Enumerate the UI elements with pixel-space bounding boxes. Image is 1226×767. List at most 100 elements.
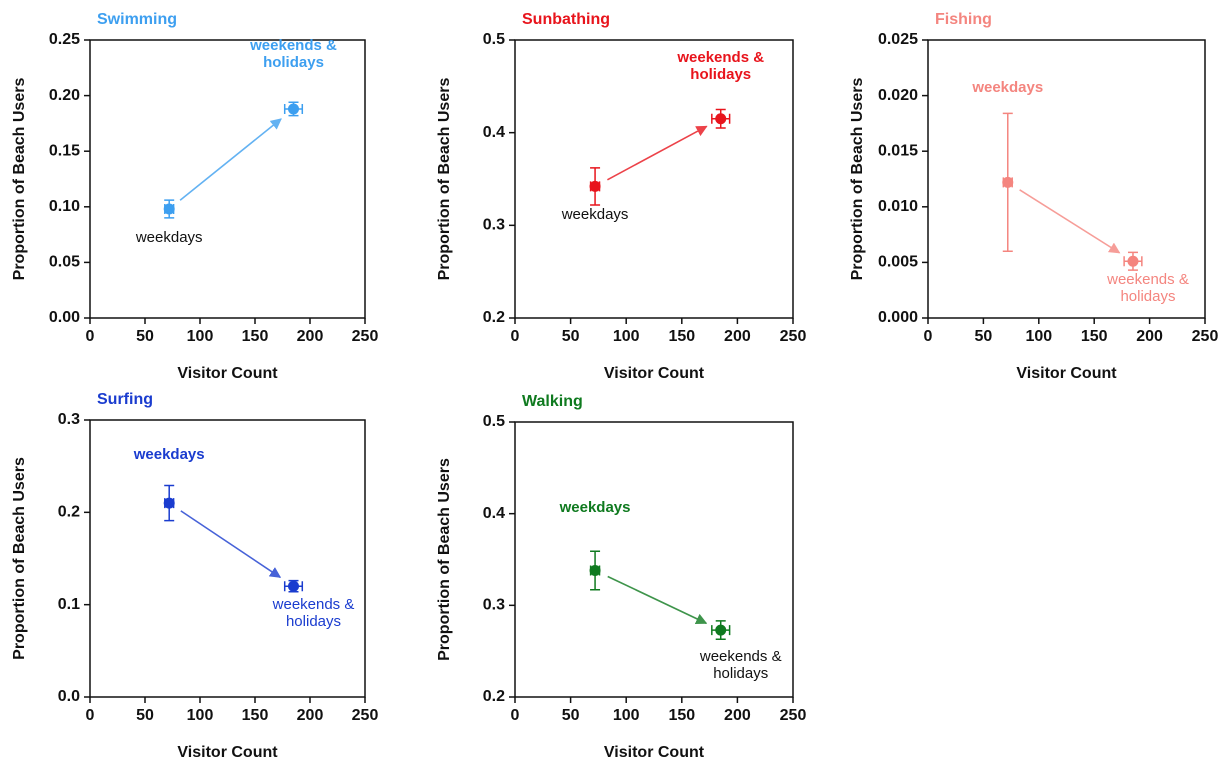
plot-frame: [90, 40, 365, 318]
x-tick-label: 0: [86, 707, 95, 724]
x-tick-label: 100: [613, 328, 640, 345]
data-point: [288, 581, 299, 592]
x-tick-label: 0: [511, 707, 520, 724]
y-tick-label: 0.010: [878, 198, 918, 215]
x-tick-label: 200: [724, 707, 751, 724]
point-label: weekends & holidays: [254, 596, 374, 630]
point-label: weekdays: [114, 446, 224, 463]
point-label: weekdays: [535, 206, 655, 223]
x-tick-label: 150: [1081, 328, 1108, 345]
trend-arrow: [608, 576, 707, 623]
x-tick-label: 200: [724, 328, 751, 345]
y-axis-title: Proportion of Beach Users: [849, 78, 866, 281]
point-label: weekdays: [958, 79, 1058, 96]
x-tick-label: 100: [187, 328, 214, 345]
x-tick-label: 250: [352, 328, 379, 345]
point-label-box: weekends & holidays: [1088, 271, 1208, 311]
point-label-box: weekends & holidays: [254, 596, 374, 636]
y-tick-label: 0.3: [58, 411, 80, 428]
y-axis-title: Proportion of Beach Users: [436, 78, 453, 281]
x-axis-title: Visitor Count: [177, 744, 278, 761]
y-tick-label: 0.005: [878, 254, 918, 271]
panel: Fishing 0.000 0.005 0.010 0.015 0.020 0.025 0 50…: [849, 11, 1218, 382]
x-tick-label: 50: [562, 707, 580, 724]
data-point: [164, 204, 175, 215]
x-axis-title: Visitor Count: [604, 365, 705, 382]
point-label-box: weekends & holidays: [681, 648, 801, 688]
panel: Surfing0.00.10.20.3050100150200250Visito…: [11, 391, 378, 761]
y-axis-title: Proportion of Beach Users: [11, 78, 28, 281]
y-axis-title: Proportion of Beach Users: [436, 458, 453, 661]
x-tick-label: 150: [242, 328, 269, 345]
point-label: weekends & holidays: [1088, 271, 1208, 305]
data-point: [715, 625, 726, 636]
x-tick-label: 250: [780, 707, 807, 724]
panel-title: Swimming: [97, 11, 177, 28]
x-tick-label: 50: [975, 328, 993, 345]
x-axis-title: Visitor Count: [1016, 365, 1117, 382]
point-label-box: weekdays: [958, 79, 1058, 119]
y-tick-label: 0.4: [483, 505, 505, 522]
data-point: [590, 181, 601, 192]
data-point: [1002, 177, 1013, 188]
point-label: weekends & holidays: [681, 648, 801, 682]
point-label-box: weekdays: [114, 229, 224, 269]
x-axis-title: Visitor Count: [604, 744, 705, 761]
y-tick-label: 0.5: [483, 31, 505, 48]
x-tick-label: 200: [297, 707, 324, 724]
panel-title: Walking: [522, 393, 583, 410]
x-tick-label: 150: [668, 328, 695, 345]
panel-title: Surfing: [97, 391, 153, 408]
trend-arrow: [607, 126, 706, 179]
y-tick-label: 0.020: [878, 87, 918, 104]
trend-arrow: [180, 119, 281, 200]
y-tick-label: 0.025: [878, 31, 918, 48]
point-label-box: weekdays: [540, 499, 650, 539]
figure: Swimming0.000.050.100.150.200.2505010015…: [0, 0, 1226, 767]
panel-title: Sunbathing: [522, 11, 610, 28]
y-tick-label: 0.2: [483, 688, 505, 705]
x-tick-label: 50: [136, 707, 154, 724]
data-point: [288, 103, 299, 114]
y-tick-label: 0.1: [58, 596, 80, 613]
y-tick-label: 0.2: [58, 504, 80, 521]
x-tick-label: 250: [352, 707, 379, 724]
y-tick-label: 0.4: [483, 124, 505, 141]
y-tick-label: 0.015: [878, 142, 918, 159]
y-tick-label: 0.3: [483, 217, 505, 234]
point-label: weekdays: [114, 229, 224, 246]
x-tick-label: 50: [562, 328, 580, 345]
data-point: [715, 113, 726, 124]
x-tick-label: 200: [297, 328, 324, 345]
y-tick-label: 0.000: [878, 309, 918, 326]
y-tick-label: 0.20: [49, 87, 80, 104]
x-tick-label: 250: [780, 328, 807, 345]
point-label: weekends & holidays: [234, 37, 354, 71]
trend-arrow: [1020, 190, 1120, 253]
data-point: [590, 565, 601, 576]
x-tick-label: 150: [242, 707, 269, 724]
point-label: weekends & holidays: [661, 49, 781, 83]
y-tick-label: 0.10: [49, 198, 80, 215]
point-label-box: weekdays: [114, 446, 224, 486]
x-tick-label: 200: [1136, 328, 1163, 345]
x-tick-label: 0: [924, 328, 933, 345]
point-label: weekdays: [540, 499, 650, 516]
y-tick-label: 0.25: [49, 31, 80, 48]
point-label-box: weekends & holidays: [661, 49, 781, 89]
x-tick-label: 250: [1192, 328, 1219, 345]
x-tick-label: 0: [86, 328, 95, 345]
y-tick-label: 0.3: [483, 597, 505, 614]
y-tick-label: 0.05: [49, 254, 80, 271]
x-tick-label: 100: [1025, 328, 1052, 345]
x-tick-label: 100: [187, 707, 214, 724]
x-tick-label: 150: [668, 707, 695, 724]
y-tick-label: 0.00: [49, 309, 80, 326]
point-label-box: weekdays: [535, 206, 655, 246]
x-axis-title: Visitor Count: [177, 365, 278, 382]
x-tick-label: 0: [511, 328, 520, 345]
panel-title: Fishing: [935, 11, 992, 28]
